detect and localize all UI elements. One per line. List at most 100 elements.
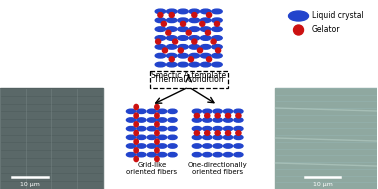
Ellipse shape bbox=[192, 135, 201, 139]
Ellipse shape bbox=[214, 21, 220, 26]
Ellipse shape bbox=[167, 62, 177, 67]
Ellipse shape bbox=[158, 12, 163, 17]
FancyBboxPatch shape bbox=[150, 71, 228, 88]
Ellipse shape bbox=[147, 135, 156, 139]
Ellipse shape bbox=[156, 39, 161, 44]
Ellipse shape bbox=[137, 153, 146, 157]
Ellipse shape bbox=[168, 118, 177, 122]
Ellipse shape bbox=[178, 48, 183, 53]
Ellipse shape bbox=[203, 118, 212, 122]
Ellipse shape bbox=[194, 113, 200, 118]
Ellipse shape bbox=[155, 130, 159, 136]
Ellipse shape bbox=[212, 9, 222, 14]
Ellipse shape bbox=[189, 18, 200, 23]
Ellipse shape bbox=[126, 118, 136, 122]
Ellipse shape bbox=[155, 139, 159, 144]
Ellipse shape bbox=[155, 122, 159, 127]
Ellipse shape bbox=[137, 126, 146, 131]
Ellipse shape bbox=[126, 135, 136, 139]
Ellipse shape bbox=[173, 39, 178, 44]
Ellipse shape bbox=[236, 113, 241, 118]
Ellipse shape bbox=[212, 18, 222, 23]
Ellipse shape bbox=[213, 109, 222, 114]
Ellipse shape bbox=[211, 39, 216, 44]
Ellipse shape bbox=[213, 153, 222, 157]
Ellipse shape bbox=[215, 131, 220, 135]
Ellipse shape bbox=[206, 12, 212, 17]
Bar bbox=[274, 88, 377, 189]
Ellipse shape bbox=[194, 131, 200, 135]
Ellipse shape bbox=[147, 144, 156, 148]
Ellipse shape bbox=[178, 36, 188, 40]
Ellipse shape bbox=[186, 30, 191, 35]
Ellipse shape bbox=[134, 156, 138, 162]
Ellipse shape bbox=[203, 126, 212, 131]
Ellipse shape bbox=[126, 109, 136, 114]
Ellipse shape bbox=[203, 135, 212, 139]
Ellipse shape bbox=[234, 126, 243, 131]
Ellipse shape bbox=[213, 135, 222, 139]
Ellipse shape bbox=[236, 131, 241, 135]
Ellipse shape bbox=[168, 126, 177, 131]
Ellipse shape bbox=[212, 27, 222, 31]
Ellipse shape bbox=[155, 104, 159, 110]
Text: Gelator: Gelator bbox=[311, 26, 340, 35]
Ellipse shape bbox=[158, 135, 167, 139]
Ellipse shape bbox=[167, 9, 177, 14]
Ellipse shape bbox=[155, 62, 166, 67]
Ellipse shape bbox=[137, 109, 146, 114]
Ellipse shape bbox=[158, 144, 167, 148]
Ellipse shape bbox=[158, 118, 167, 122]
Text: Liquid crystal: Liquid crystal bbox=[311, 12, 363, 20]
Ellipse shape bbox=[189, 27, 200, 31]
Ellipse shape bbox=[137, 135, 146, 139]
Ellipse shape bbox=[168, 135, 177, 139]
Ellipse shape bbox=[168, 153, 177, 157]
Ellipse shape bbox=[212, 36, 222, 40]
Ellipse shape bbox=[168, 144, 177, 148]
Ellipse shape bbox=[189, 53, 200, 58]
Text: Grid-like
oriented fibers: Grid-like oriented fibers bbox=[126, 162, 177, 176]
Ellipse shape bbox=[197, 48, 203, 53]
Ellipse shape bbox=[155, 27, 166, 31]
Ellipse shape bbox=[234, 153, 243, 157]
Ellipse shape bbox=[192, 39, 197, 44]
Text: Smectic A template: Smectic A template bbox=[151, 71, 226, 80]
Ellipse shape bbox=[155, 156, 159, 162]
Ellipse shape bbox=[192, 153, 201, 157]
Ellipse shape bbox=[212, 45, 222, 49]
Ellipse shape bbox=[200, 53, 211, 58]
Ellipse shape bbox=[166, 30, 171, 35]
Ellipse shape bbox=[189, 9, 200, 14]
Ellipse shape bbox=[200, 62, 211, 67]
Ellipse shape bbox=[294, 25, 304, 35]
Ellipse shape bbox=[161, 21, 166, 26]
Ellipse shape bbox=[192, 144, 201, 148]
Ellipse shape bbox=[147, 153, 156, 157]
Ellipse shape bbox=[155, 113, 159, 118]
Ellipse shape bbox=[169, 12, 174, 17]
Ellipse shape bbox=[167, 45, 177, 49]
Text: 10 μm: 10 μm bbox=[20, 182, 40, 187]
Ellipse shape bbox=[215, 48, 221, 53]
Ellipse shape bbox=[189, 62, 200, 67]
Ellipse shape bbox=[203, 144, 212, 148]
Ellipse shape bbox=[223, 126, 232, 131]
Ellipse shape bbox=[167, 53, 177, 58]
Ellipse shape bbox=[178, 9, 188, 14]
Ellipse shape bbox=[158, 153, 167, 157]
Ellipse shape bbox=[168, 109, 177, 114]
Ellipse shape bbox=[155, 18, 166, 23]
Ellipse shape bbox=[155, 53, 166, 58]
Ellipse shape bbox=[192, 126, 201, 131]
Ellipse shape bbox=[137, 118, 146, 122]
Ellipse shape bbox=[215, 113, 220, 118]
Ellipse shape bbox=[200, 27, 211, 31]
Ellipse shape bbox=[189, 36, 200, 40]
Ellipse shape bbox=[181, 21, 186, 26]
Ellipse shape bbox=[178, 45, 188, 49]
Ellipse shape bbox=[167, 36, 177, 40]
Ellipse shape bbox=[203, 109, 212, 114]
Ellipse shape bbox=[234, 144, 243, 148]
Ellipse shape bbox=[134, 130, 138, 136]
